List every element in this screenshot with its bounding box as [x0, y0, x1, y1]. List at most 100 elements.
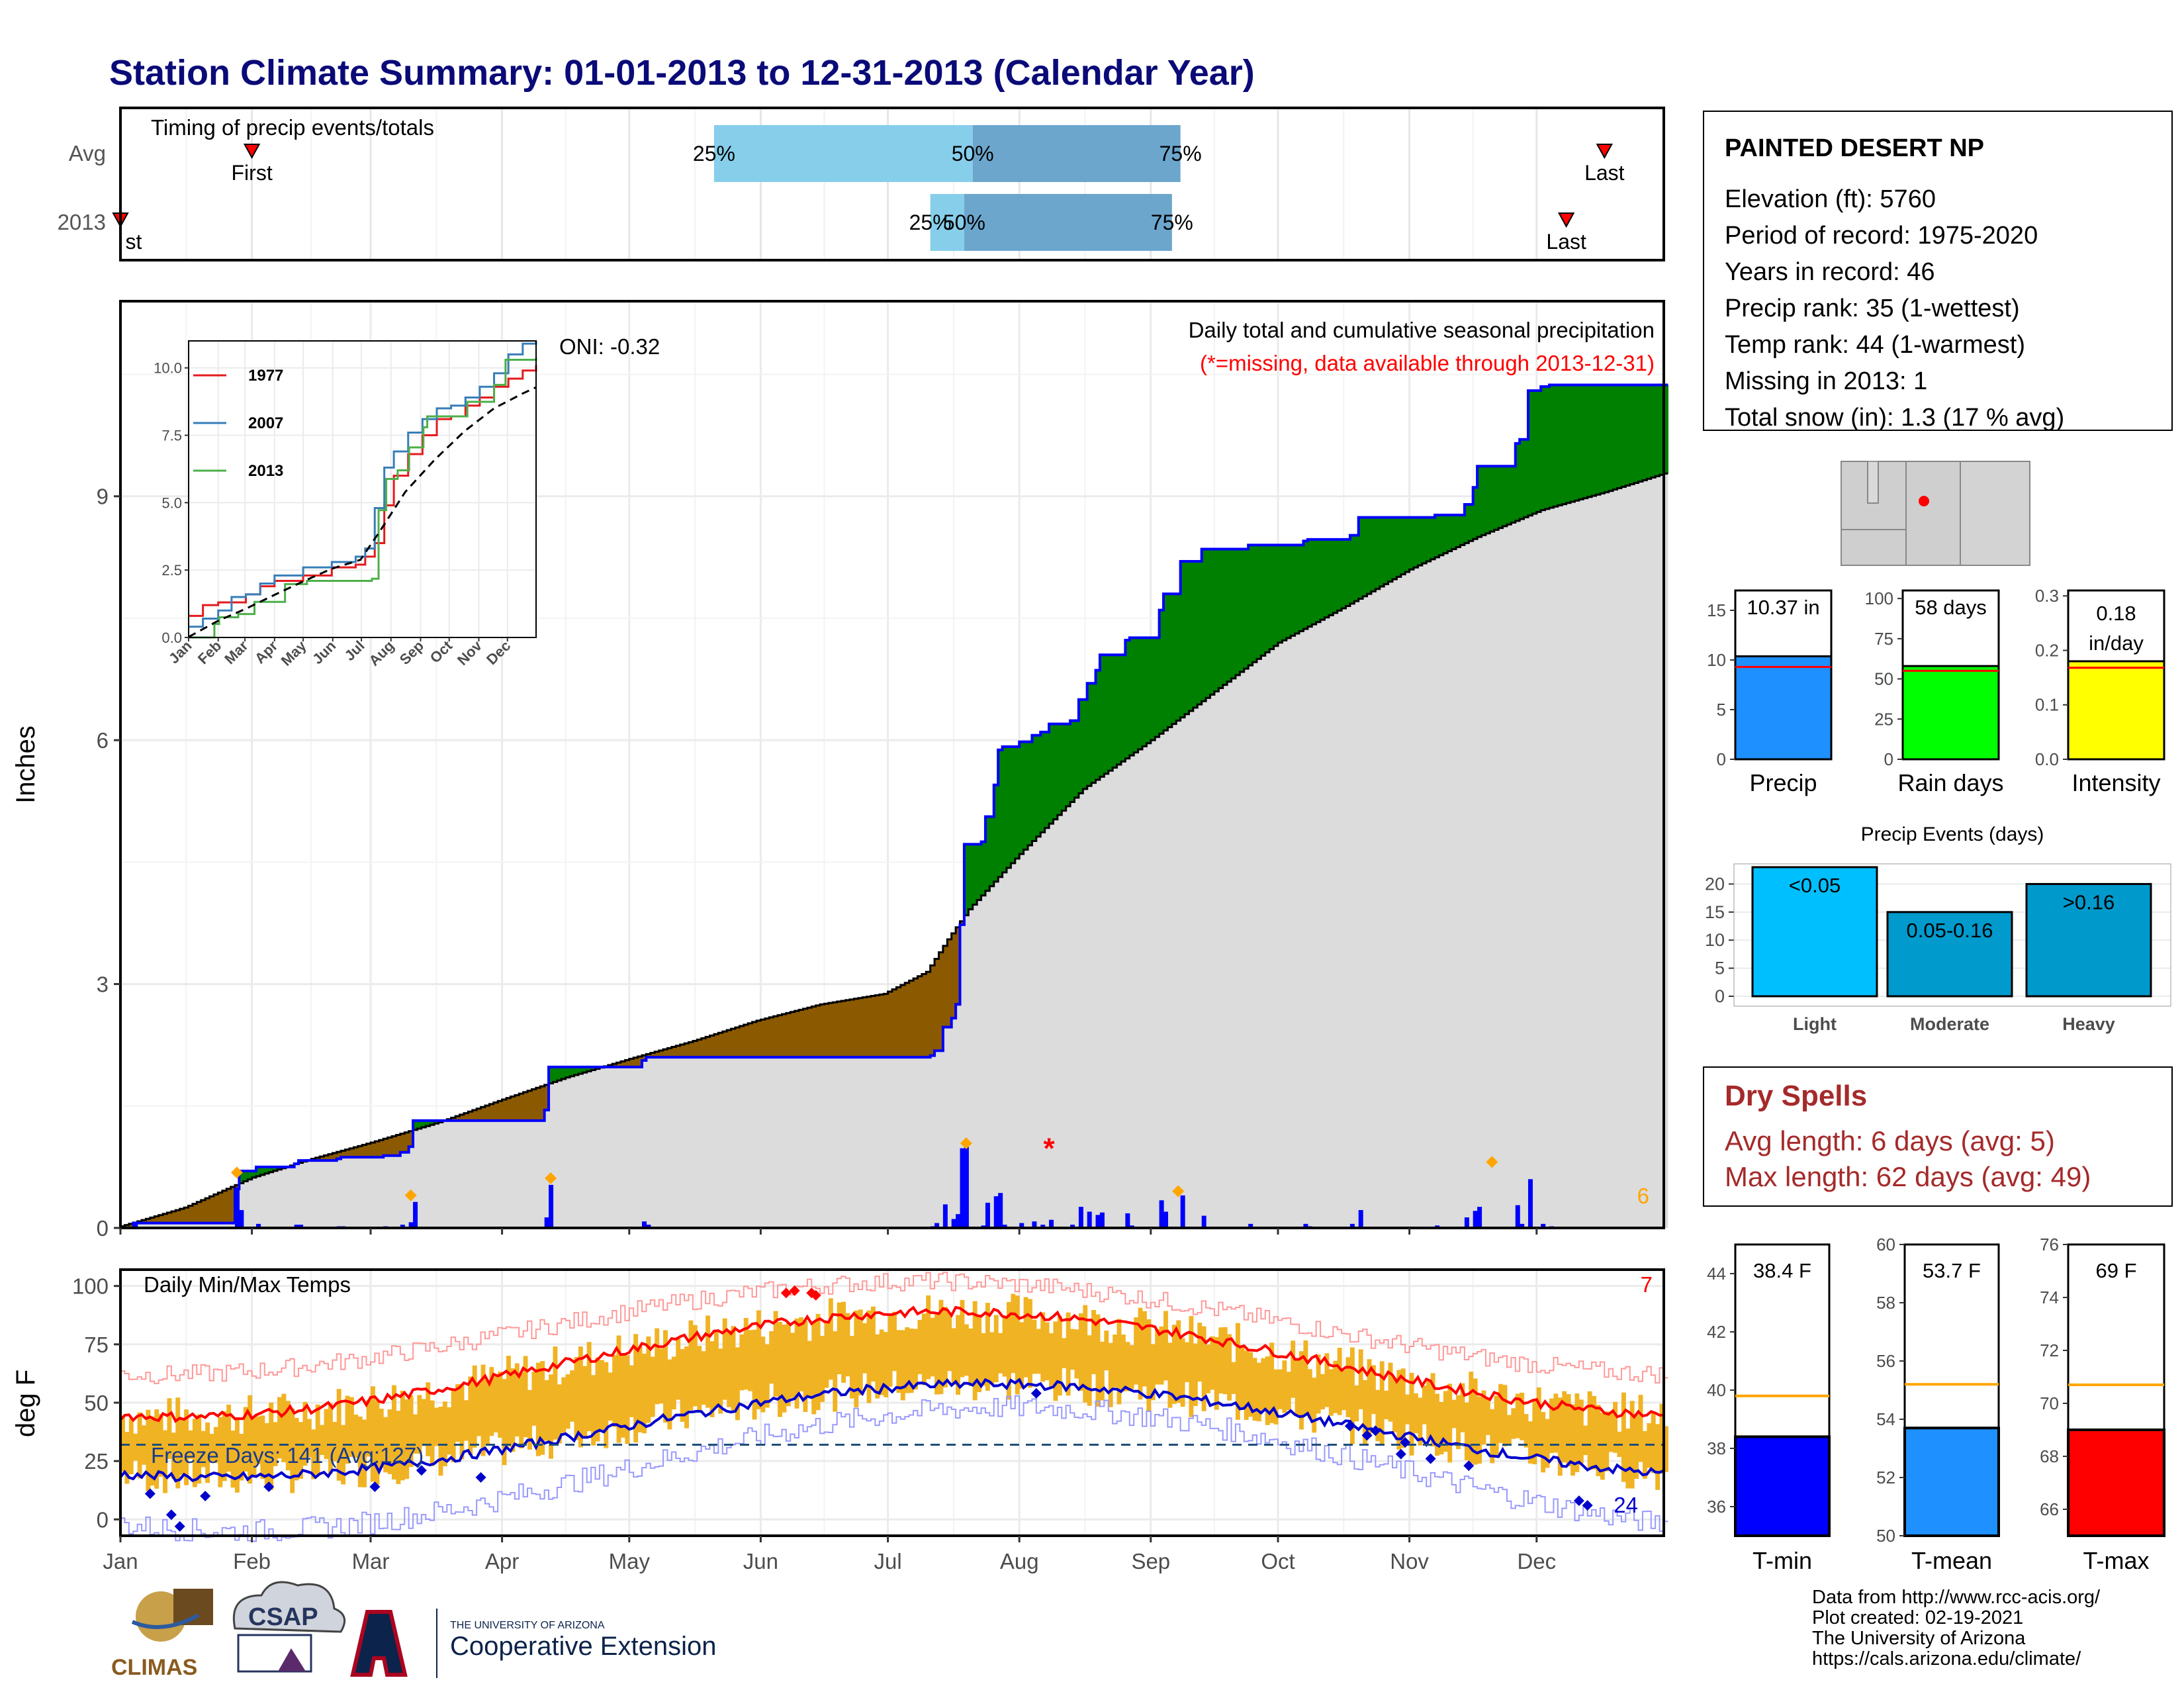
- temp-daily-bar: [197, 1414, 202, 1484]
- month-tick-label: Oct: [1261, 1549, 1295, 1573]
- temp-daily-bar: [803, 1321, 808, 1413]
- inset-line-2007: [189, 341, 537, 628]
- temp-summary-bar: [1734, 1435, 1831, 1537]
- temp-daily-bar: [1464, 1402, 1469, 1460]
- temp-daily-bar: [1587, 1391, 1592, 1470]
- temp-daily-bar: [989, 1332, 995, 1384]
- temp-daily-bar: [1134, 1317, 1139, 1385]
- temp-daily-bar: [633, 1334, 639, 1443]
- dry-spells-max: Max length: 62 days (avg: 49): [1725, 1161, 2091, 1192]
- temp-daily-bar: [1129, 1345, 1134, 1389]
- precip-above-normal-fill: [1095, 670, 1101, 780]
- temp-daily-bar: [1608, 1412, 1614, 1452]
- temp-daily-bar: [1354, 1385, 1359, 1422]
- temp-daily-bar: [773, 1311, 778, 1397]
- precip-above-normal-fill: [1295, 545, 1300, 633]
- precip-above-normal-fill: [1303, 541, 1308, 630]
- precip-above-normal-fill: [273, 1166, 278, 1171]
- precip-below-normal-fill: [926, 972, 931, 1058]
- temp-daily-bar: [1498, 1383, 1504, 1443]
- temp-y-label: deg F: [11, 1370, 40, 1437]
- temp-daily-bar: [421, 1399, 426, 1446]
- temp-daily-bar: [256, 1416, 261, 1464]
- temp-daily-bar: [1282, 1360, 1287, 1413]
- temp-daily-bar: [849, 1336, 854, 1399]
- precip-below-normal-fill: [230, 1187, 236, 1223]
- temp-daily-bar: [218, 1417, 223, 1487]
- temp-daily-bar: [1218, 1327, 1224, 1394]
- temp-daily-bar: [1494, 1395, 1499, 1456]
- temp-daily-bar: [430, 1400, 435, 1466]
- precip-above-normal-fill: [1405, 517, 1410, 572]
- precip-above-normal-fill: [578, 1066, 583, 1074]
- precip-above-normal-fill: [1070, 720, 1075, 802]
- temp-daily-bar: [913, 1329, 918, 1390]
- precip-above-normal-fill: [1625, 385, 1631, 486]
- temp-avg-min-line: [119, 1378, 1664, 1483]
- precip-above-normal-fill: [1176, 594, 1181, 721]
- mini-bar-tick-label: 10: [1707, 650, 1726, 670]
- temp-daily-bar: [709, 1341, 715, 1417]
- temp-daily-bar: [625, 1355, 630, 1444]
- precip-above-normal-fill: [251, 1171, 257, 1178]
- precip-below-normal-fill: [142, 1220, 147, 1223]
- temp-daily-bar: [1477, 1396, 1482, 1464]
- temp-daily-bar: [1451, 1399, 1457, 1429]
- precip-daily-bar: [1349, 1223, 1355, 1228]
- precip-below-normal-fill: [213, 1194, 218, 1223]
- temp-daily-bar: [179, 1420, 185, 1476]
- temp-daily-bar: [383, 1417, 388, 1473]
- temp-daily-bar: [1231, 1362, 1236, 1394]
- station-snow: Total snow (in): 1.3 (17 % avg): [1725, 404, 2064, 432]
- precip-above-normal-fill: [1333, 539, 1338, 613]
- temp-summary-tick-label: 40: [1707, 1380, 1726, 1400]
- precip-above-normal-fill: [1252, 545, 1257, 663]
- temp-daily-bar: [1422, 1385, 1427, 1425]
- temp-daily-bar: [574, 1357, 579, 1440]
- temp-daily-bar: [1418, 1397, 1423, 1446]
- temp-daily-bar: [1625, 1429, 1631, 1489]
- precip-above-normal-fill: [1384, 517, 1389, 585]
- temp-daily-bar: [459, 1383, 465, 1460]
- events-bar-label: >0.16: [2063, 890, 2115, 914]
- precip-above-normal-fill: [413, 1120, 418, 1130]
- precip-below-normal-fill: [722, 1031, 727, 1058]
- precip-below-normal-fill: [637, 1056, 643, 1067]
- temp-daily-bar: [794, 1318, 799, 1409]
- temp-daily-bar: [862, 1323, 868, 1374]
- precip-below-normal-fill: [769, 1017, 774, 1058]
- temp-daily-bar: [1214, 1336, 1219, 1410]
- temp-daily-bar: [1485, 1397, 1490, 1435]
- temp-daily-bar: [519, 1372, 524, 1448]
- temp-daily-bar: [760, 1336, 766, 1413]
- precip-below-normal-fill: [731, 1029, 736, 1058]
- temp-daily-bar: [612, 1354, 617, 1427]
- temp-daily-bar: [1316, 1354, 1321, 1414]
- precip-above-normal-fill: [586, 1066, 592, 1072]
- temp-record-max-line: [120, 1272, 1668, 1385]
- temp-daily-bar: [799, 1317, 803, 1391]
- precip-above-normal-fill: [1527, 391, 1533, 516]
- events-bar: [2025, 882, 2152, 998]
- temp-daily-bar: [993, 1315, 999, 1383]
- month-tick-label: Dec: [1517, 1549, 1556, 1573]
- precip-daily-bar: [1125, 1213, 1130, 1228]
- precip-y-tick-label: 6: [97, 728, 109, 753]
- precip-below-normal-fill: [527, 1090, 533, 1121]
- temp-daily-bar: [858, 1309, 863, 1395]
- temp-daily-bar: [1349, 1347, 1355, 1444]
- precip-below-normal-fill: [484, 1105, 490, 1121]
- precip-below-normal-fill: [535, 1088, 541, 1121]
- precip-above-normal-fill: [1269, 545, 1275, 649]
- temp-summary-tick-label: 68: [2040, 1446, 2059, 1466]
- precip-below-normal-fill: [803, 1008, 808, 1058]
- temp-daily-bar: [938, 1299, 944, 1395]
- precip-above-normal-fill: [1587, 385, 1592, 497]
- temp-daily-bar: [387, 1409, 392, 1474]
- precip-above-normal-fill: [1596, 385, 1601, 495]
- temp-daily-bar: [1342, 1370, 1347, 1411]
- precip-below-normal-fill: [671, 1047, 676, 1058]
- precip-below-normal-fill: [790, 1011, 796, 1058]
- precip-below-normal-fill: [663, 1049, 668, 1058]
- precip-below-normal-fill: [858, 998, 863, 1058]
